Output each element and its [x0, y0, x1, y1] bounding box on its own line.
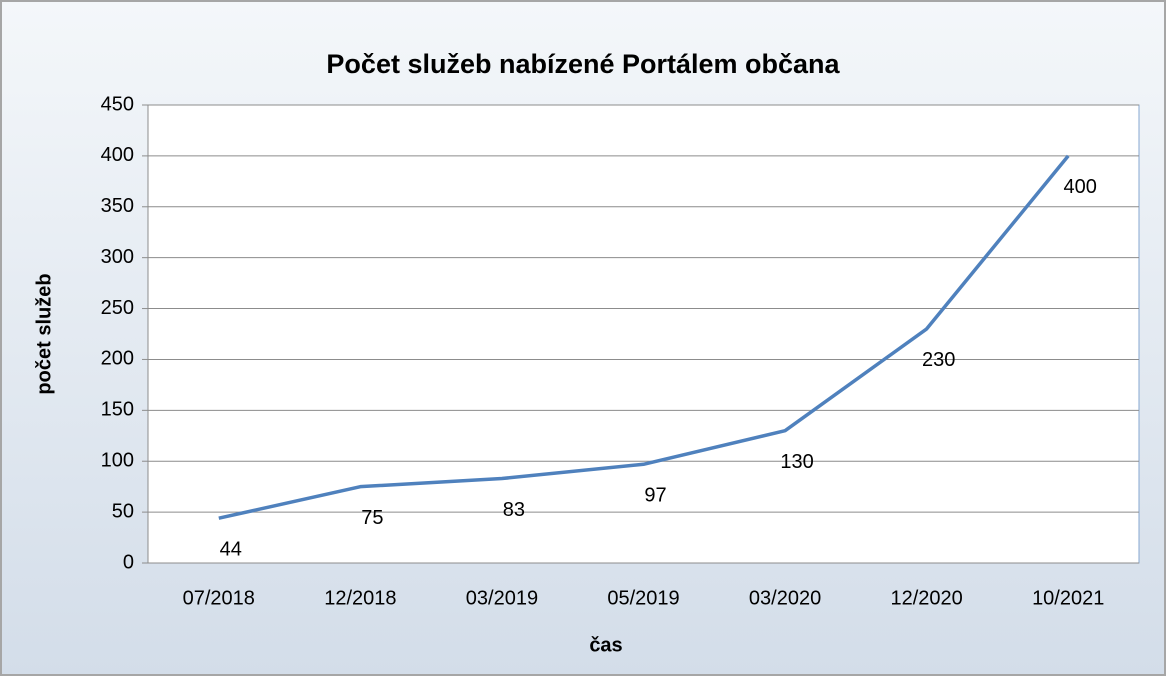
chart-title: Počet služeb nabízené Portálem občana	[326, 49, 840, 79]
y-tick-label: 450	[101, 93, 134, 115]
data-label: 400	[1064, 176, 1097, 198]
data-label: 97	[644, 485, 666, 507]
x-tick-label: 03/2019	[466, 587, 538, 609]
x-axis-label: čas	[589, 634, 622, 656]
data-label: 75	[361, 507, 383, 529]
y-tick-label: 200	[101, 348, 134, 370]
x-tick-label: 03/2020	[749, 587, 821, 609]
x-tick-label: 12/2018	[324, 587, 396, 609]
y-tick-label: 400	[101, 144, 134, 166]
y-tick-label: 300	[101, 246, 134, 268]
x-tick-label: 10/2021	[1032, 587, 1104, 609]
data-label: 230	[922, 349, 955, 371]
y-tick-label: 100	[101, 450, 134, 472]
data-label: 83	[503, 499, 525, 521]
y-tick-label: 250	[101, 297, 134, 319]
data-label: 44	[220, 538, 242, 560]
y-tick-label: 150	[101, 399, 134, 421]
y-tick-label: 50	[112, 500, 134, 522]
x-tick-label: 12/2020	[890, 587, 962, 609]
y-axis-label: počet služeb	[33, 273, 55, 394]
data-label: 130	[780, 451, 813, 473]
y-tick-label: 350	[101, 195, 134, 217]
y-tick-label: 0	[123, 551, 134, 573]
plot-area	[147, 104, 1140, 564]
x-tick-label: 07/2018	[183, 587, 255, 609]
line	[218, 154, 1070, 520]
x-tick-label: 05/2019	[607, 587, 679, 609]
